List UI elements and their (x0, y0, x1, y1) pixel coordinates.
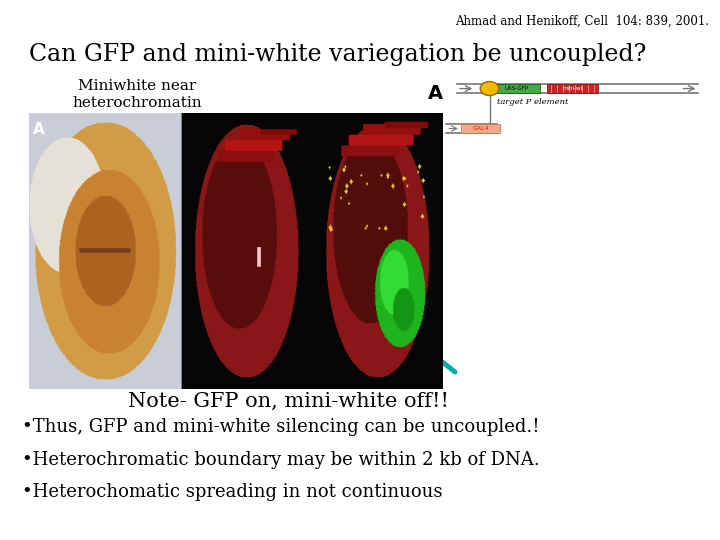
FancyBboxPatch shape (493, 84, 540, 93)
Text: Note- GFP on, mini-white off!!: Note- GFP on, mini-white off!! (127, 392, 449, 410)
Text: •Heterochromatic boundary may be within 2 kb of DNA.: •Heterochromatic boundary may be within … (22, 451, 539, 469)
Text: A: A (428, 84, 444, 103)
Circle shape (480, 82, 499, 96)
Text: A: A (33, 122, 45, 137)
FancyBboxPatch shape (461, 124, 500, 133)
Text: GAL4: GAL4 (472, 126, 489, 131)
FancyBboxPatch shape (547, 84, 598, 93)
Text: UAS-GFP: UAS-GFP (505, 86, 528, 91)
Text: target P element: target P element (497, 98, 568, 106)
Text: Miniwhite near
heterochromatin: Miniwhite near heterochromatin (72, 79, 202, 110)
Text: Ahmad and Henikoff, Cell  104: 839, 2001.: Ahmad and Henikoff, Cell 104: 839, 2001. (455, 15, 709, 28)
Text: •Thus, GFP and mini-white silencing can be uncoupled.!: •Thus, GFP and mini-white silencing can … (22, 418, 539, 436)
Text: mini-wt: mini-wt (562, 86, 582, 91)
Text: Can GFP and mini-white variegation be uncoupled?: Can GFP and mini-white variegation be un… (29, 43, 646, 66)
Text: •Heterochomatic spreading in not continuous: •Heterochomatic spreading in not continu… (22, 483, 442, 501)
